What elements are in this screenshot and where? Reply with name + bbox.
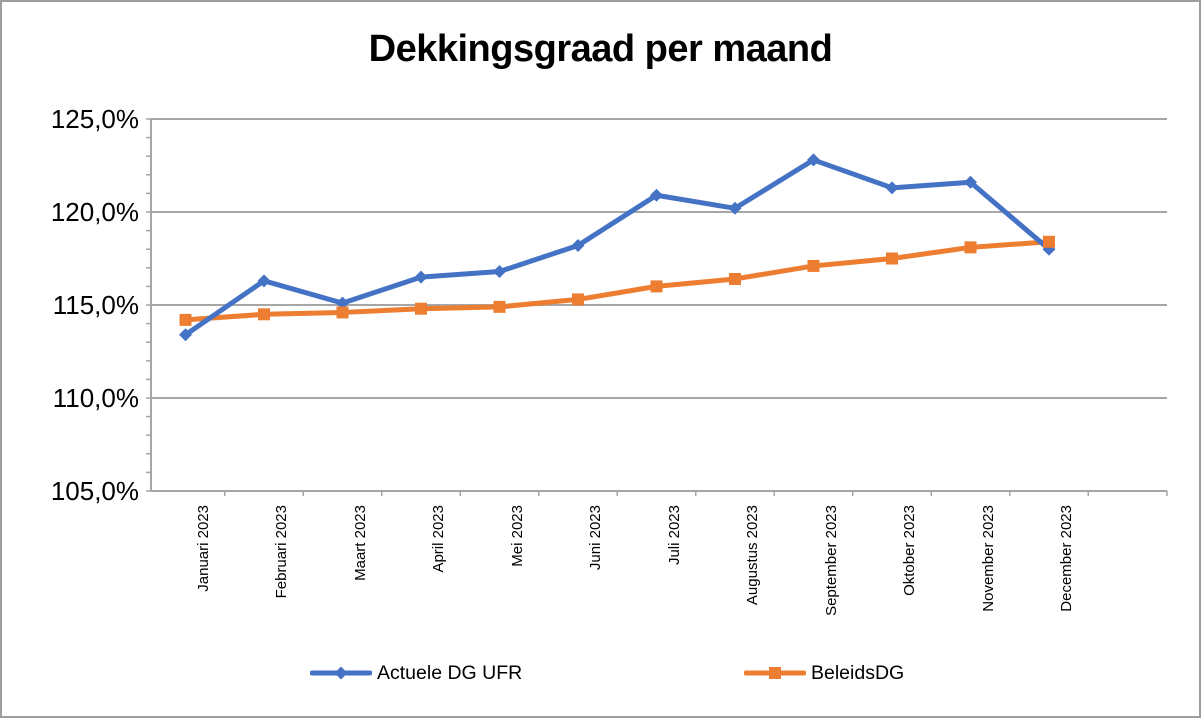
data-point-actuele-dg-ufr [807, 153, 820, 167]
data-point-actuele-dg-ufr [571, 238, 585, 252]
x-category-label: September 2023 [822, 505, 840, 616]
x-category-label: Oktober 2023 [901, 505, 918, 596]
data-point-beleidsdg [572, 293, 584, 306]
data-point-actuele-dg-ufr [493, 265, 506, 279]
x-category-label: Mei 2023 [508, 505, 526, 567]
y-tick-label: 105,0% [50, 476, 139, 506]
data-point-actuele-dg-ufr [257, 274, 271, 288]
data-point-beleidsdg [493, 300, 506, 313]
x-category-label: Juli 2023 [665, 505, 683, 566]
data-point-beleidsdg [258, 308, 270, 321]
series-line-beleidsdg [183, 239, 1052, 323]
x-category-label: November 2023 [979, 505, 997, 612]
legend-item-actuele-dg-ufr: Actuele DG UFR [310, 659, 522, 687]
data-point-beleidsdg [886, 252, 898, 265]
legend-sample-marker [769, 667, 781, 679]
data-point-beleidsdg [1043, 235, 1055, 248]
x-category-label: Augustus 2023 [744, 505, 761, 606]
x-category-label: Januari 2023 [194, 505, 212, 592]
y-tick-label: 115,0% [52, 290, 139, 320]
data-point-beleidsdg [807, 259, 820, 272]
data-point-actuele-dg-ufr [728, 201, 742, 215]
data-point-beleidsdg [336, 306, 349, 319]
legend-line-diamond-icon [310, 666, 372, 680]
legend-line-square-icon [744, 667, 806, 679]
x-category-label: April 2023 [430, 505, 447, 573]
data-point-beleidsdg [964, 241, 977, 254]
legend-label-beleidsdg: BeleidsDG [811, 661, 905, 684]
x-category-label: Juni 2023 [587, 505, 604, 571]
data-point-actuele-dg-ufr [885, 181, 899, 195]
legend-sample-marker [334, 666, 348, 680]
x-category-label: December 2023 [1058, 505, 1075, 612]
data-point-actuele-dg-ufr [414, 270, 428, 284]
chart-title: Dekkingsgraad per maand [368, 28, 833, 70]
data-point-actuele-dg-ufr [964, 175, 977, 189]
data-point-beleidsdg [729, 272, 741, 285]
data-point-actuele-dg-ufr [336, 296, 349, 310]
y-tick-label: 120,0% [50, 197, 139, 227]
data-point-actuele-dg-ufr [650, 188, 663, 202]
data-point-beleidsdg [179, 313, 192, 326]
y-tick-label: 110,0% [52, 383, 139, 413]
series-line-actuele-dg-ufr [183, 157, 1052, 338]
y-tick-label: 125,0% [50, 104, 139, 134]
data-point-actuele-dg-ufr [179, 328, 192, 342]
data-point-beleidsdg [650, 280, 663, 293]
legend-item-beleidsdg: BeleidsDG [744, 659, 904, 687]
data-point-beleidsdg [415, 302, 427, 315]
legend-label-actuele-dg-ufr: Actuele DG UFR [377, 661, 523, 684]
x-category-label: Maart 2023 [351, 505, 369, 581]
x-category-label: Februari 2023 [273, 505, 290, 599]
